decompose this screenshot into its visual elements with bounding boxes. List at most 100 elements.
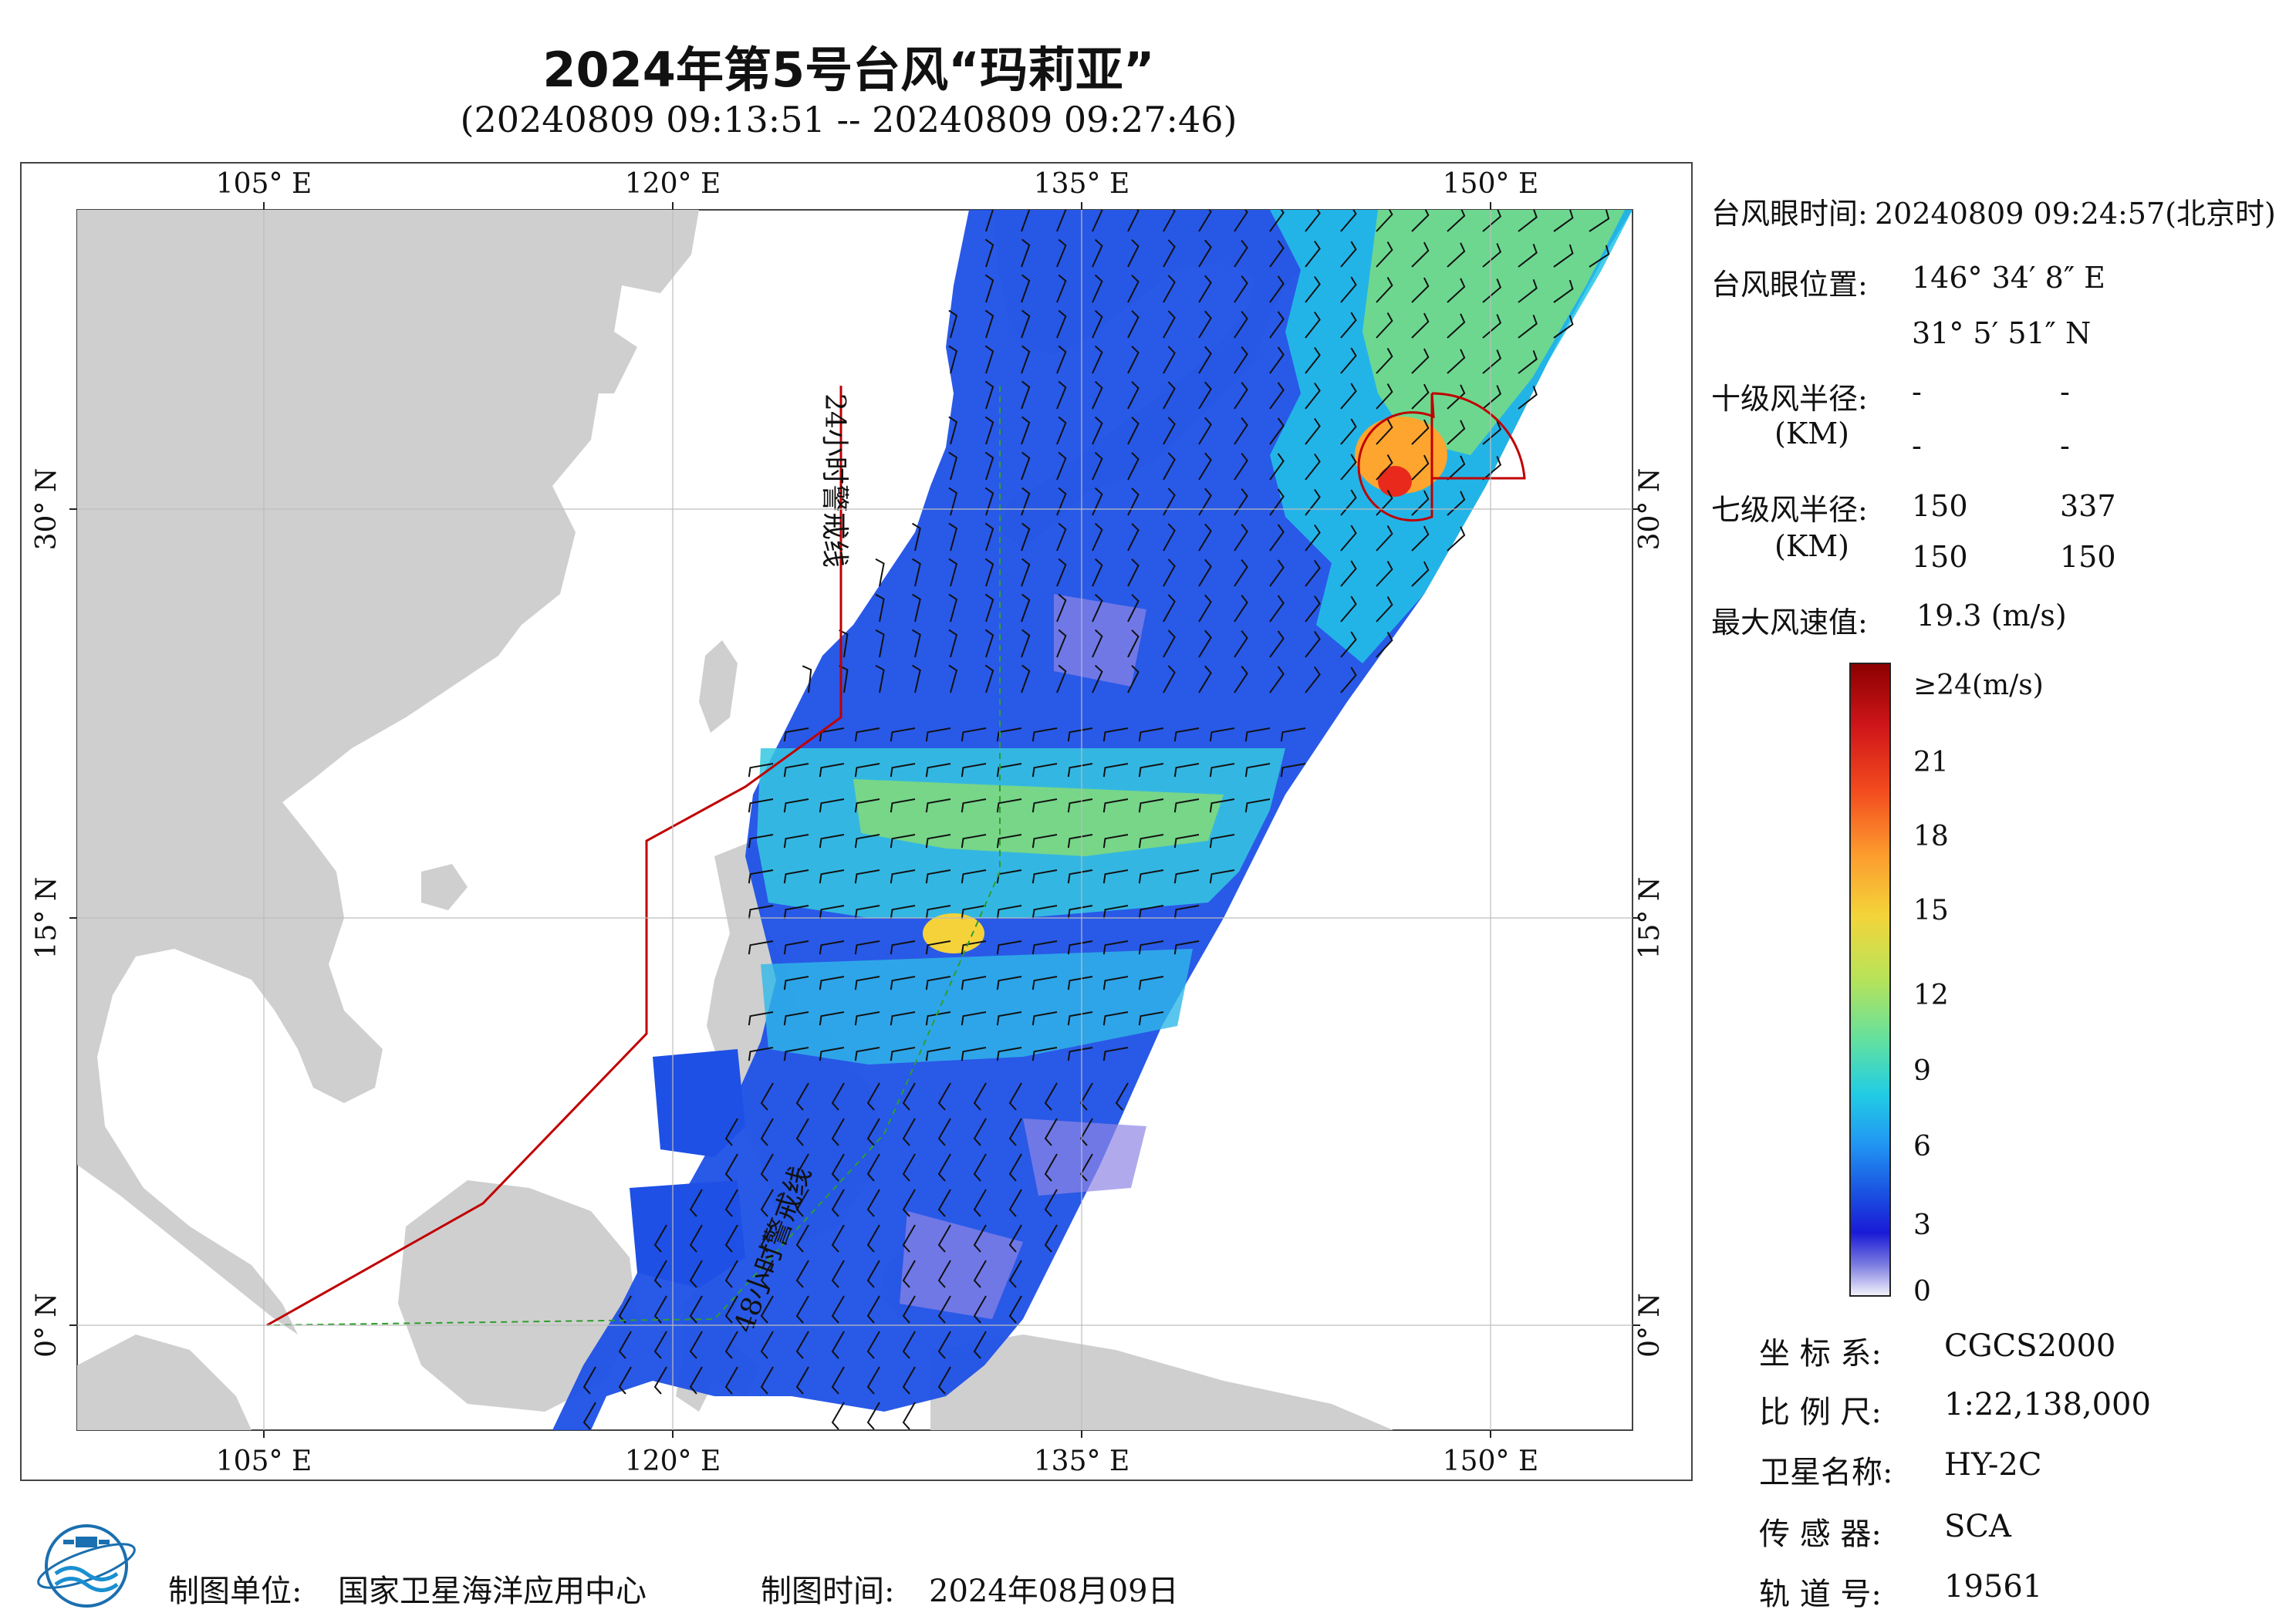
wind-barb <box>1079 1153 1093 1182</box>
footer-time-value: 2024年08月09日 <box>929 1574 1179 1609</box>
wind-barb <box>783 1047 809 1061</box>
wind-barb <box>1198 594 1212 623</box>
wind-barb <box>1198 558 1212 587</box>
swath-west-patch-1 <box>653 1049 745 1157</box>
wind-barb <box>795 1189 809 1217</box>
wind-barb <box>996 905 1022 919</box>
wind-barb <box>902 1153 916 1182</box>
wind-barb <box>1376 525 1393 552</box>
wind-barb <box>1044 1189 1058 1217</box>
wind-barb <box>1305 559 1321 587</box>
wind-barb <box>925 727 951 742</box>
wind-barb <box>1234 558 1248 587</box>
wind-barb <box>1269 666 1285 693</box>
wind-barb <box>760 1118 774 1146</box>
wind-barb <box>795 1118 809 1146</box>
wind-barb <box>854 798 880 813</box>
wind-barb <box>854 869 880 884</box>
wind-barb <box>1340 454 1357 481</box>
wind-barb <box>890 834 916 849</box>
wind-barb <box>1092 487 1103 516</box>
swath-band-green-mid <box>853 779 1224 856</box>
wind-barb <box>795 1366 809 1395</box>
wind-barb <box>1447 526 1466 552</box>
wind-barb <box>760 1153 774 1182</box>
wind-barb <box>831 1260 845 1288</box>
wind-barb <box>1269 210 1285 232</box>
wind-barb <box>1092 629 1103 658</box>
wind-barb <box>890 798 916 813</box>
wind-barb <box>1376 348 1393 374</box>
wind-barb <box>1067 727 1093 742</box>
satellite-value: HY-2C <box>1944 1447 2042 1483</box>
wind-barb <box>1447 313 1466 339</box>
wind-barb <box>1021 451 1031 481</box>
wind-barb <box>1198 239 1212 268</box>
wind-barb <box>875 629 885 658</box>
wind-barb <box>1102 905 1129 919</box>
wind-barb <box>1102 727 1129 742</box>
wind-barb <box>1234 346 1248 374</box>
wind-barb <box>1173 905 1200 919</box>
wind-barb <box>1032 1011 1058 1026</box>
wind-barb <box>1209 798 1235 813</box>
wind-barb <box>1376 277 1393 303</box>
wind-barb <box>1067 905 1093 919</box>
wind-barb <box>1021 558 1031 587</box>
wind-barb <box>854 1047 880 1061</box>
wind-barb <box>1079 1118 1093 1146</box>
wind-barb <box>866 1189 880 1217</box>
wind-barb <box>961 1047 987 1061</box>
wind-barb <box>1021 274 1031 303</box>
tick-marks <box>69 202 1640 1438</box>
wind-barb <box>984 629 994 658</box>
wind-speed-swath <box>552 210 1633 1430</box>
wind-barb <box>1056 487 1067 516</box>
wind-barb <box>984 558 994 587</box>
wind-barb <box>1269 630 1285 658</box>
wind-barb <box>1067 798 1093 813</box>
wind-barb <box>948 309 958 339</box>
wind-max-yellow-south <box>923 913 984 953</box>
wind-barb <box>1102 1011 1129 1026</box>
wind-barb <box>1340 276 1357 303</box>
wind-barb <box>582 1402 596 1430</box>
wind-barb <box>1269 311 1285 339</box>
wind-barb <box>1376 454 1393 481</box>
wind-barb <box>1127 665 1140 693</box>
wind-barb <box>831 1366 845 1395</box>
wind-barb <box>1092 522 1103 552</box>
wind-barb <box>1138 976 1164 990</box>
wind-barb <box>1198 210 1212 232</box>
wind-barb <box>902 1082 916 1111</box>
wind-barb <box>1198 629 1212 658</box>
wind-barb <box>1163 310 1176 339</box>
wind-barb <box>1518 243 1538 268</box>
wind-barb <box>1589 245 1610 268</box>
wind-barb <box>1138 834 1164 849</box>
wind-barb <box>1376 561 1393 587</box>
wind-barb <box>689 1189 703 1217</box>
wind-barb <box>1127 488 1140 516</box>
wind-barb <box>1092 238 1103 268</box>
typhoon-wind-radius <box>1357 392 1526 522</box>
wind-barb <box>961 1011 987 1026</box>
wind-barb <box>890 727 916 742</box>
wind-barb <box>1198 452 1212 481</box>
wind-barb <box>1127 239 1140 268</box>
wind-barb <box>783 798 809 813</box>
wind-barb <box>1044 1224 1058 1253</box>
wind-barb <box>1234 210 1248 232</box>
wind-barb <box>1482 210 1502 232</box>
wind-barb <box>984 274 994 303</box>
wind-barb <box>1411 419 1430 445</box>
wind-barb <box>911 629 921 658</box>
wind-barb <box>1269 595 1285 623</box>
wind-barb <box>819 976 845 990</box>
wind-barb <box>948 664 958 693</box>
wind-barb <box>961 727 987 742</box>
colorbar-label-18: 18 <box>1913 821 1949 852</box>
wind-barb <box>1411 490 1430 516</box>
wind-barb <box>1138 1011 1164 1026</box>
wind-barb <box>866 1118 880 1146</box>
